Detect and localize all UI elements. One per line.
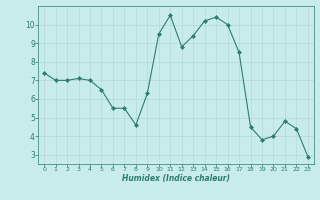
X-axis label: Humidex (Indice chaleur): Humidex (Indice chaleur) <box>122 174 230 183</box>
